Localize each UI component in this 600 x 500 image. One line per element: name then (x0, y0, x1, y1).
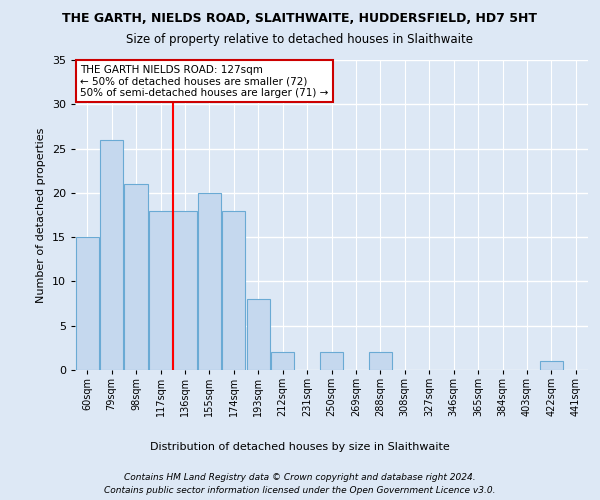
Bar (369, 352, 392, 370)
Bar (198, 193, 221, 370)
Y-axis label: Number of detached properties: Number of detached properties (36, 128, 46, 302)
Bar (271, 352, 294, 370)
Text: Distribution of detached houses by size in Slaithwaite: Distribution of detached houses by size … (150, 442, 450, 452)
Text: THE GARTH NIELDS ROAD: 127sqm
← 50% of detached houses are smaller (72)
50% of s: THE GARTH NIELDS ROAD: 127sqm ← 50% of d… (80, 64, 329, 98)
Text: Contains HM Land Registry data © Crown copyright and database right 2024.: Contains HM Land Registry data © Crown c… (124, 472, 476, 482)
Bar (76, 237, 99, 370)
Bar (320, 352, 343, 370)
Text: Size of property relative to detached houses in Slaithwaite: Size of property relative to detached ho… (127, 32, 473, 46)
Bar (247, 299, 270, 370)
Bar (124, 184, 148, 370)
Text: THE GARTH, NIELDS ROAD, SLAITHWAITE, HUDDERSFIELD, HD7 5HT: THE GARTH, NIELDS ROAD, SLAITHWAITE, HUD… (62, 12, 538, 26)
Text: Contains public sector information licensed under the Open Government Licence v3: Contains public sector information licen… (104, 486, 496, 495)
Bar (173, 210, 197, 370)
Bar (540, 361, 563, 370)
Bar (222, 210, 245, 370)
Bar (149, 210, 172, 370)
Bar (100, 140, 123, 370)
